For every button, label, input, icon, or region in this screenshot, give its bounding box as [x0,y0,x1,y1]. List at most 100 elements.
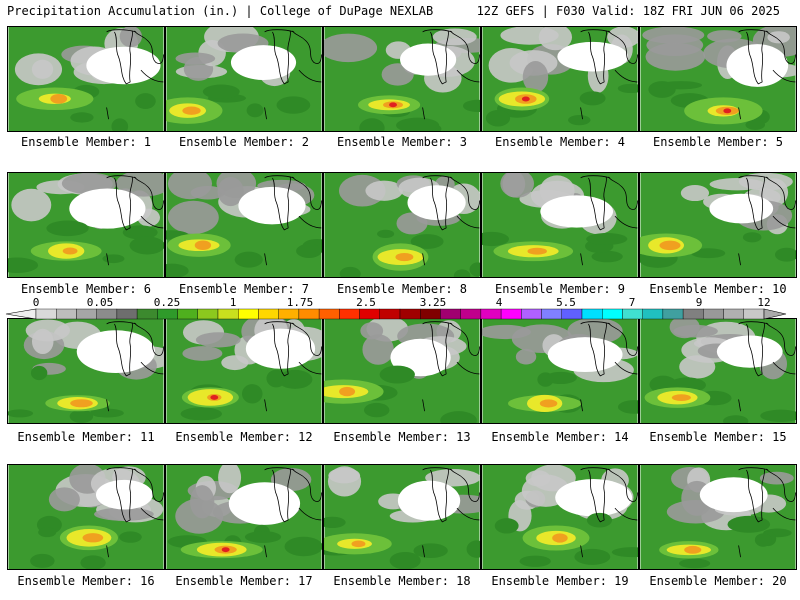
lake-michigan-outline [588,468,607,523]
legend-swatch [96,308,118,320]
legend-swatch [420,308,441,320]
ensemble-member-label: Ensemble Member: 5 [652,135,784,149]
ensemble-member-label: Ensemble Member: 14 [491,430,629,444]
legend-swatch [177,308,198,320]
precip-map [165,464,323,570]
ensemble-member-label: Ensemble Member: 16 [17,574,155,588]
legend-tick-label: 0.05 [86,296,114,309]
legend-swatch [460,308,482,320]
legend-swatch [682,308,704,320]
precip-map [481,26,639,132]
ensemble-panel [165,26,323,132]
legend-swatch [399,308,421,320]
legend-tick-label: 0 [32,296,40,309]
legend-swatch [35,308,57,320]
precip-map [481,318,639,424]
legend-swatch [258,308,279,320]
precip-map [481,172,639,278]
lake-michigan-outline [114,30,133,85]
legend-swatch [157,308,178,320]
ensemble-member-label: Ensemble Member: 19 [491,574,629,588]
legend-swatch [440,308,461,320]
ensemble-member-label: Ensemble Member: 13 [333,430,471,444]
legend-swatch [217,308,239,320]
precip-map [639,318,797,424]
legend-swatch [197,308,219,320]
lake-michigan-outline [272,30,291,85]
legend-tick-label: 12 [757,296,771,309]
precip-map [323,26,481,132]
ensemble-member-label: Ensemble Member: 12 [175,430,313,444]
legend-tick-label: 4 [495,296,503,309]
legend-swatch [561,308,583,320]
ensemble-member-label: Ensemble Member: 11 [17,430,155,444]
legend-swatch [642,308,664,320]
legend-swatch [703,308,724,320]
precip-map [7,318,165,424]
precip-map [7,464,165,570]
ensemble-panel [7,318,165,424]
ensemble-member-label: Ensemble Member: 8 [336,282,468,296]
legend-color-bar [5,308,787,320]
ensemble-panel [165,464,323,570]
lake-michigan-outline [114,322,133,377]
lake-michigan-outline [272,468,291,523]
legend-tick-label: 3.25 [419,296,447,309]
ensemble-member-label: Ensemble Member: 10 [649,282,787,296]
legend-swatch [136,308,158,320]
ensemble-member-label: Ensemble Member: 6 [20,282,152,296]
legend-swatch [116,308,138,320]
precip-map [639,172,797,278]
lake-michigan-outline [430,176,449,231]
ensemble-panel [639,464,797,570]
legend-tick-label: 7 [628,296,636,309]
legend-swatch [359,308,380,320]
ensemble-panel [165,172,323,278]
lake-michigan-outline [746,468,765,523]
legend-swatch [602,308,623,320]
lake-michigan-outline [746,30,765,85]
ensemble-panel [323,172,481,278]
ensemble-panel [7,464,165,570]
legend-tick-label: 1.75 [286,296,314,309]
lake-michigan-outline [430,468,449,523]
ensemble-panel [7,172,165,278]
legend-swatch [339,308,360,320]
lake-michigan-outline [272,176,291,231]
precip-map [639,464,797,570]
ensemble-panel [639,26,797,132]
legend-swatch [622,308,643,320]
header-valid-time: 12Z GEFS | F030 Valid: 18Z FRI JUN 06 20… [476,4,780,18]
ensemble-member-label: Ensemble Member: 1 [20,135,152,149]
ensemble-panel [323,464,481,570]
precip-map [165,172,323,278]
lake-michigan-outline [272,322,291,377]
ensemble-panel [639,318,797,424]
ensemble-panel [323,318,481,424]
ensemble-member-label: Ensemble Member: 3 [336,135,468,149]
lake-michigan-outline [114,176,133,231]
precip-map [323,172,481,278]
lake-michigan-outline [588,322,607,377]
ensemble-panel [481,26,639,132]
precip-map [7,172,165,278]
legend-swatch [743,308,765,320]
precip-map [7,26,165,132]
lake-michigan-outline [430,30,449,85]
ensemble-member-label: Ensemble Member: 18 [333,574,471,588]
color-legend: 0 0.05 0.25 1 1.75 2.5 3.25 4 5.5 7 9 12 [0,296,800,320]
legend-swatch [480,308,502,320]
ensemble-member-label: Ensemble Member: 9 [494,282,626,296]
legend-swatch [298,308,320,320]
precip-map [323,318,481,424]
legend-swatch [500,308,522,320]
ensemble-panel [481,464,639,570]
lake-michigan-outline [588,176,607,231]
legend-tick-label: 1 [229,296,237,309]
legend-tick-label: 2.5 [356,296,376,309]
legend-swatch [318,308,340,320]
legend-swatch [662,308,684,320]
legend-tick-label: 5.5 [556,296,576,309]
ensemble-panel [481,318,639,424]
ensemble-panel [7,26,165,132]
